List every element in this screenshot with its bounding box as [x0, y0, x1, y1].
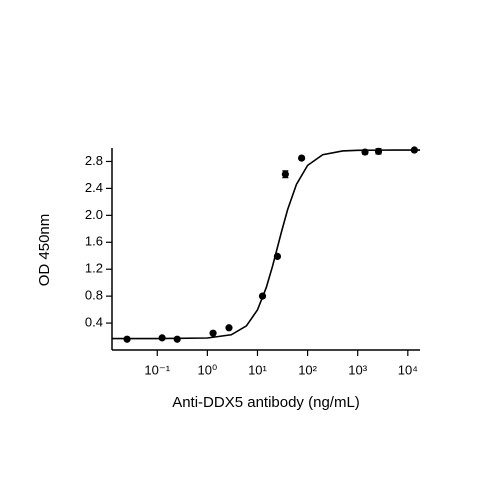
y-tick-label: 2.4 [85, 180, 103, 195]
data-point [158, 334, 166, 342]
y-tick-label: 1.2 [85, 261, 103, 276]
fit-curve [112, 149, 420, 340]
data-point [273, 252, 282, 261]
x-tick-label: 10⁻¹ [144, 362, 170, 377]
y-tick-label: 2.8 [85, 153, 103, 168]
data-point [361, 148, 369, 156]
x-tick-label: 10² [298, 362, 317, 377]
x-tick-label: 10⁰ [198, 362, 218, 377]
y-tick-label: 0.8 [85, 288, 103, 303]
x-tick-label: 10⁴ [398, 362, 418, 377]
x-tick-label: 10¹ [248, 362, 267, 377]
y-tick-label: 1.6 [85, 234, 103, 249]
y-tick-label: 2.0 [85, 207, 103, 222]
data-point [410, 146, 418, 154]
x-axis-title: Anti-DDX5 antibody (ng/mL) [172, 394, 360, 411]
y-tick-label: 0.4 [85, 315, 103, 330]
y-axis-title: OD 450nm [36, 214, 53, 287]
data-point [281, 170, 289, 178]
data-point [258, 292, 267, 300]
x-tick-label: 10³ [348, 362, 367, 377]
data-point [298, 154, 306, 162]
data-point [225, 324, 233, 332]
data-point [123, 335, 131, 343]
data-point [173, 335, 181, 343]
data-point [209, 329, 217, 337]
data-point [374, 147, 383, 155]
